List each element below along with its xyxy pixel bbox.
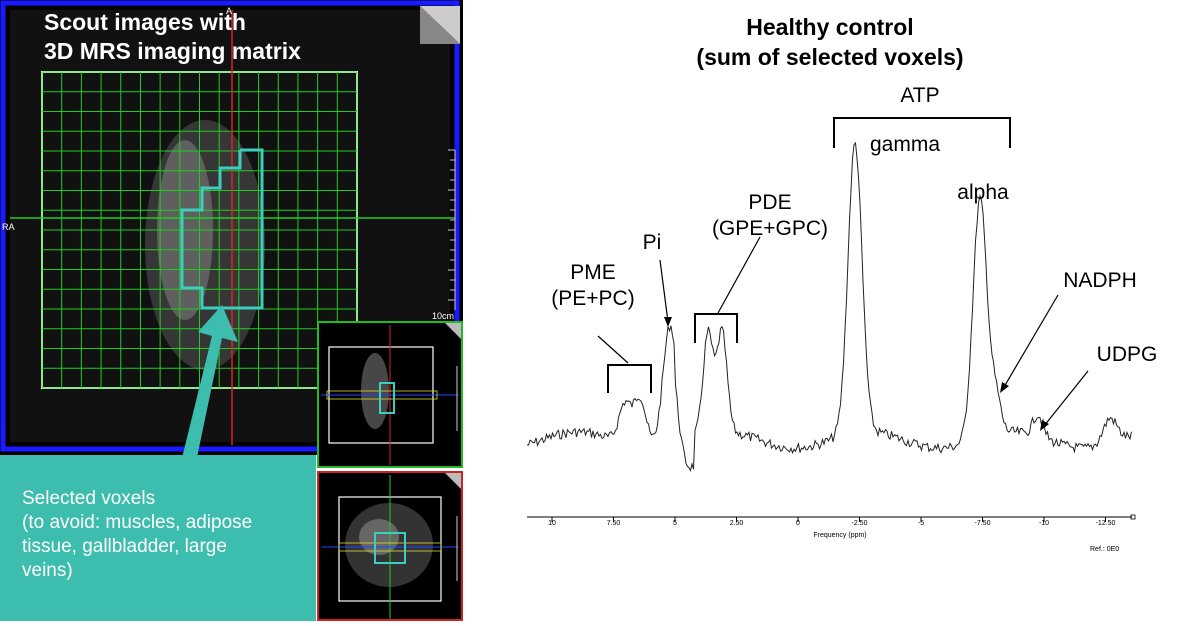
corner-fold-shadow <box>420 6 460 44</box>
pde-label: PDE (GPE+GPC) <box>690 190 850 242</box>
thumbnail-voxel-outline <box>379 382 395 414</box>
udpg-label: UDPG <box>1096 343 1158 366</box>
nadph-arrow-head <box>1000 382 1009 393</box>
axis-tick-label: -2.50 <box>851 520 868 527</box>
thumbnail-slab <box>326 390 438 400</box>
reference-label: Ref.: 0E0 <box>1090 546 1120 553</box>
selected-voxels-box <box>0 455 316 621</box>
pme-label: PME (PE+PC) <box>538 260 648 312</box>
axis-end-marker <box>1130 514 1136 520</box>
selected-line3: tissue, gallbladder, large <box>22 536 227 557</box>
pde-label-line2: (GPE+GPC) <box>711 217 829 240</box>
axial-thumbnail-canvas <box>317 471 463 621</box>
thumbnail-slab <box>338 542 442 552</box>
axis-tick-label: -7.50 <box>974 520 991 527</box>
udpg-pointer-line <box>1043 370 1089 427</box>
pme-bracket <box>607 364 652 393</box>
spectrum-title-line1: Healthy control <box>746 14 914 40</box>
axis-tick-label: 10 <box>548 520 556 527</box>
thumbnail-corner-icon <box>445 473 461 489</box>
spectrum-title: Healthy control (sum of selected voxels) <box>640 12 1020 72</box>
scout-title-line2: 3D MRS imaging matrix <box>44 38 301 64</box>
pde-pointer-line <box>717 236 761 314</box>
pi-label: Pi <box>642 231 662 254</box>
axis-tick-label: -5 <box>917 520 925 527</box>
axial-thumbnail <box>317 471 463 621</box>
nadph-label: NADPH <box>1063 269 1137 292</box>
pde-label-line1: PDE <box>748 191 792 214</box>
atp-label: ATP <box>900 84 940 107</box>
scout-image-panel: Scout images with 3D MRS imaging matrix … <box>0 0 463 455</box>
atp-bracket <box>833 117 1011 148</box>
axis-tick-label: 7.50 <box>606 520 621 527</box>
pme-label-line1: PME <box>570 261 616 284</box>
sagittal-thumbnail-canvas <box>317 321 463 468</box>
axis-tick-label: 2.50 <box>729 520 744 527</box>
pi-pointer-line <box>659 259 669 323</box>
thumbnail-voxel-outline <box>374 532 406 564</box>
scout-title-line1: Scout images with <box>44 9 246 35</box>
voxel-pointer-arrow <box>182 305 238 455</box>
udpg-arrow-head <box>1040 420 1049 431</box>
axis-tick-label: 0 <box>796 520 800 527</box>
alpha-label: alpha <box>957 181 1009 204</box>
pi-arrow-head <box>664 317 672 327</box>
spectrum-trace <box>526 141 1132 472</box>
pme-label-line2: (PE+PC) <box>551 287 635 310</box>
spectrum-canvas <box>526 117 1136 522</box>
selected-line1: Selected voxels <box>22 488 156 509</box>
thumbnail-corner-icon <box>445 323 461 339</box>
sagittal-thumbnail <box>317 321 463 468</box>
selected-line4: veins) <box>22 560 73 581</box>
thumbnail-organ-highlight <box>359 519 399 555</box>
marker-left: RA <box>2 222 15 232</box>
pde-bracket <box>694 313 738 343</box>
marker-top: A <box>226 6 233 16</box>
scout-title: Scout images with 3D MRS imaging matrix <box>44 8 301 66</box>
axis-tick-label: -10 <box>1038 520 1050 527</box>
scale-ruler <box>448 149 456 310</box>
viewport-frame <box>0 0 460 452</box>
scout-image-canvas <box>0 0 460 455</box>
selected-line2: (to avoid: muscles, adipose <box>22 512 253 533</box>
thumbnail-border <box>317 321 463 468</box>
selected-voxels-outline <box>180 148 264 310</box>
scale-label: 10cm <box>432 311 455 321</box>
thumbnail-border <box>317 471 463 621</box>
frequency-axis-label: Frequency (ppm) <box>813 532 867 539</box>
gamma-label: gamma <box>869 133 941 156</box>
axis-tick-label: 5 <box>673 520 677 527</box>
spectrum-title-line2: (sum of selected voxels) <box>696 44 964 70</box>
nadph-pointer-line <box>1003 294 1059 388</box>
selected-voxels-text: Selected voxels (to avoid: muscles, adip… <box>22 487 312 583</box>
pme-pointer-line <box>597 335 629 364</box>
axis-tick-label: -12.50 <box>1095 520 1116 527</box>
axis-ticks <box>551 517 1106 522</box>
